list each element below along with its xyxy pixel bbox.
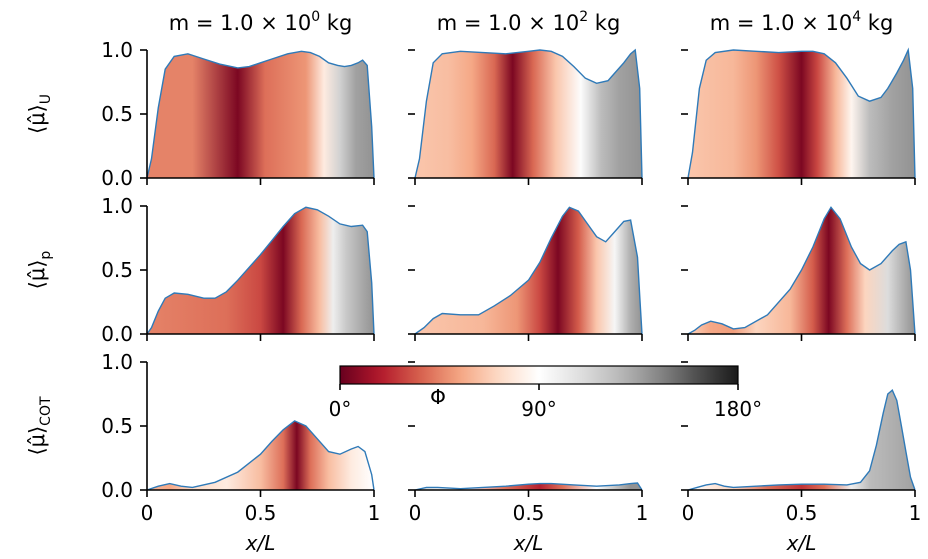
curve-r0-c0 bbox=[146, 50, 375, 179]
curve-r1-c0 bbox=[146, 206, 375, 335]
row-label: ⟨μ̂⟩p bbox=[25, 251, 54, 290]
colorbar-label: Φ bbox=[430, 385, 446, 409]
curve-r2-c2 bbox=[687, 389, 916, 491]
colorbar-bar bbox=[339, 365, 739, 385]
area-fill-r0-c1 bbox=[415, 50, 642, 178]
colorbar-tick-label: 0° bbox=[329, 397, 352, 421]
curve-r1-c2 bbox=[687, 206, 916, 335]
colorbar-tick-label: 180° bbox=[714, 397, 762, 421]
curve-r1-c1 bbox=[414, 206, 643, 335]
curve-r0-c2 bbox=[687, 47, 916, 179]
column-title: m = 1.0 × 102 kg bbox=[437, 9, 621, 35]
y-tick-label: 1.0 bbox=[101, 350, 133, 374]
area-fill-r0-c2 bbox=[688, 50, 915, 178]
colorbar-tick-label: 90° bbox=[521, 397, 556, 421]
row-label: ⟨μ̂⟩COT bbox=[25, 396, 54, 456]
column-title: m = 1.0 × 100 kg bbox=[169, 9, 353, 35]
y-tick-label: 1.0 bbox=[101, 194, 133, 218]
x-tick-label: 1 bbox=[636, 501, 649, 525]
y-tick-label: 0.5 bbox=[101, 102, 133, 126]
curve-r2-c0 bbox=[146, 420, 375, 491]
curve-r2-c1 bbox=[414, 482, 643, 491]
x-tick-label: 1 bbox=[909, 501, 922, 525]
x-tick-label: 0.5 bbox=[245, 501, 277, 525]
y-tick-label: 0.5 bbox=[101, 414, 133, 438]
x-tick-label: 0 bbox=[141, 501, 154, 525]
x-tick-label: 0.5 bbox=[513, 501, 545, 525]
x-axis-label: x/L bbox=[513, 531, 544, 555]
area-fill-r0-c0 bbox=[147, 51, 374, 178]
y-tick-label: 0.5 bbox=[101, 258, 133, 282]
x-axis-label: x/L bbox=[245, 531, 276, 555]
y-tick-label: 0.0 bbox=[101, 478, 133, 502]
column-title: m = 1.0 × 104 kg bbox=[710, 9, 894, 35]
x-tick-label: 0.5 bbox=[786, 501, 818, 525]
row-label: ⟨μ̂⟩U bbox=[25, 94, 54, 134]
axes-layer bbox=[140, 49, 916, 497]
x-tick-label: 0 bbox=[682, 501, 695, 525]
y-tick-label: 0.0 bbox=[101, 322, 133, 346]
area-fill-r1-c0 bbox=[147, 207, 374, 334]
x-tick-label: 0 bbox=[409, 501, 422, 525]
area-fill-r2-c2 bbox=[688, 390, 915, 490]
area-fill-r2-c0 bbox=[147, 420, 374, 490]
x-tick-label: 1 bbox=[368, 501, 381, 525]
panels-layer bbox=[146, 47, 916, 491]
area-fill-r1-c1 bbox=[415, 207, 642, 334]
y-tick-label: 1.0 bbox=[101, 38, 133, 62]
labels-layer: 0.0 0.5 1.0 0.0 0.5 1.0 0.0 0.5 1.0 0 0.5 1 x/L 0 0.5 1… bbox=[25, 9, 921, 555]
curve-r0-c1 bbox=[414, 48, 643, 179]
x-axis-label: x/L bbox=[786, 531, 817, 555]
y-tick-label: 0.0 bbox=[101, 166, 133, 190]
colorbar: 0° 90° 180° Φ bbox=[329, 365, 762, 421]
